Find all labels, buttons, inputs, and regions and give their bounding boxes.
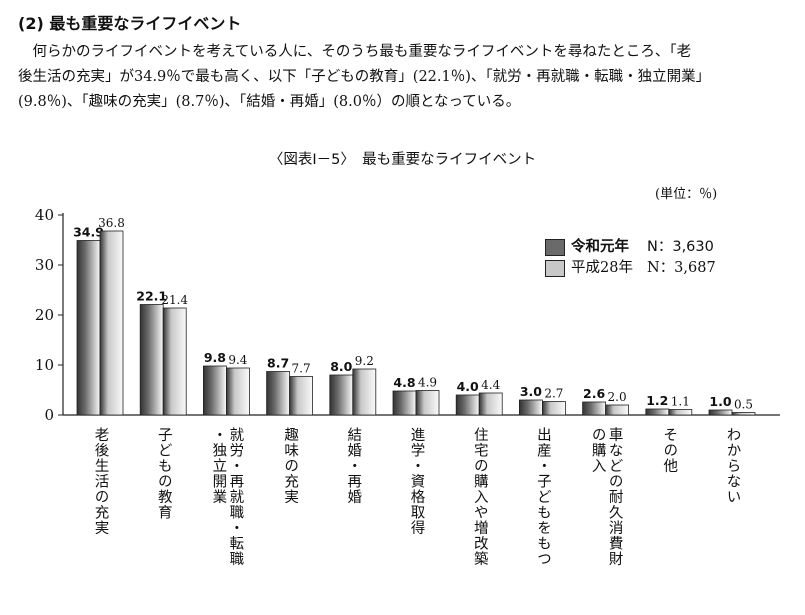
legend-n-series-1: N：3,630 [647, 239, 714, 255]
bar-series-1 [76, 240, 101, 416]
paragraph-line: 後生活の充実」が34.9％で最も高く、以下「子どもの教育」(22.1％)、「就労… [18, 69, 711, 85]
category-label: その他 [660, 427, 677, 474]
data-label-series-2: 2.7 [544, 387, 563, 401]
data-label-series-2: 0.5 [734, 398, 753, 412]
bar-series-2 [162, 307, 187, 416]
bar-series-1 [582, 401, 606, 416]
category-label-line: わからない [724, 427, 741, 505]
data-label-series-1: 22.1 [136, 289, 167, 304]
bar-series-1 [708, 409, 733, 416]
data-label-series-2: 7.7 [292, 362, 311, 376]
bar-series-2 [478, 392, 503, 416]
legend-swatch-series-2 [545, 260, 565, 277]
data-label-series-2: 2.0 [608, 390, 627, 404]
y-tick-label: 20 [35, 306, 54, 324]
category-label: 就労・再就職・転職 ・独立開業 [209, 427, 243, 567]
category-label: 結婚・再婚 [344, 427, 361, 505]
category-label-line: 進学・資格取得 [408, 427, 425, 536]
y-tick-label: 30 [35, 256, 54, 274]
bar-series-2 [415, 390, 440, 416]
legend-label-series-2: 平成28年 [571, 260, 633, 276]
category-label-line: 住宅の購入や増改築 [471, 427, 488, 567]
category-label-line: その他 [661, 427, 678, 474]
bar-series-2 [605, 404, 629, 416]
data-label-series-1: 34.9 [73, 225, 104, 240]
data-label-series-1: 2.6 [583, 386, 605, 401]
bar-series-2 [668, 409, 693, 416]
bar-series-2 [352, 368, 377, 416]
bar-series-2 [542, 401, 566, 416]
category-label: 進学・資格取得 [408, 427, 425, 536]
data-label-series-2: 21.4 [161, 293, 188, 307]
unit-note: (単位：％) [655, 187, 718, 202]
data-label-series-1: 1.0 [709, 394, 731, 409]
section-paragraph: 何らかのライフイベントを考えている人に、そのうち最も重要なライフイベントを尋ねた… [18, 40, 788, 115]
category-label: 車などの耐久消費財 の購入 [589, 427, 623, 567]
data-label-series-1: 1.2 [646, 393, 668, 408]
data-label-series-2: 4.4 [481, 378, 500, 392]
chart-title: 〈図表Ⅰ－5〉 最も重要なライフイベント [268, 152, 537, 168]
category-label-line: 就労・再就職・転職 [227, 427, 244, 567]
data-label-series-1: 9.8 [204, 350, 226, 365]
category-label-line: 老後生活の充実 [92, 427, 109, 536]
data-label-series-2: 9.2 [355, 354, 374, 368]
bar-series-1 [202, 365, 227, 416]
bar-series-2 [289, 376, 314, 416]
category-label-line: ・独立開業 [210, 427, 227, 505]
legend-n-series-2: N：3,687 [647, 260, 716, 276]
bar-series-2 [225, 367, 250, 416]
bar-series-1 [645, 408, 670, 416]
category-label-line: 出産・子どもをもつ [534, 427, 551, 567]
bar-series-1 [455, 394, 480, 416]
data-label-series-1: 4.8 [393, 375, 415, 390]
bar-series-1 [329, 374, 354, 416]
bar-series-1 [392, 390, 417, 416]
y-tick-label: 40 [35, 206, 54, 224]
data-label-series-2: 36.8 [98, 216, 125, 230]
category-label-line: 結婚・再婚 [345, 427, 362, 505]
category-label: 趣味の充実 [281, 427, 298, 505]
category-label: 住宅の購入や増改築 [471, 427, 488, 567]
category-label: わからない [724, 427, 741, 505]
paragraph-line: (9.8％)、「趣味の充実」(8.7％)、「結婚・再婚」(8.0％）の順となって… [18, 94, 521, 110]
legend-label-series-1: 令和元年 [571, 239, 629, 255]
data-label-series-2: 1.1 [671, 395, 690, 409]
bar-series-2 [731, 412, 756, 416]
bar-series-2 [99, 230, 124, 416]
category-label: 子どもの教育 [155, 427, 172, 520]
bar-series-1 [266, 371, 291, 416]
y-tick-label: 10 [35, 356, 54, 374]
category-label-line: 車などの耐久消費財 [606, 427, 623, 567]
category-label: 出産・子どもをもつ [534, 427, 551, 567]
category-label-line: 趣味の充実 [282, 427, 299, 505]
data-label-series-1: 3.0 [520, 384, 542, 399]
bar-series-1 [139, 304, 164, 416]
data-label-series-1: 8.7 [267, 356, 289, 371]
legend-swatch-series-1 [545, 239, 565, 256]
category-label-line: 子どもの教育 [155, 427, 172, 520]
data-label-series-1: 4.0 [457, 379, 479, 394]
data-label-series-1: 8.0 [330, 359, 352, 374]
data-label-series-2: 4.9 [418, 376, 437, 390]
paragraph-line: 何らかのライフイベントを考えている人に、そのうち最も重要なライフイベントを尋ねた… [18, 44, 692, 60]
category-label: 老後生活の充実 [92, 427, 109, 536]
category-label-line: の購入 [589, 427, 606, 474]
y-tick-label: 0 [44, 406, 54, 424]
section-heading: (2) 最も重要なライフイベント [18, 14, 242, 33]
bar-series-1 [519, 399, 543, 416]
data-label-series-2: 9.4 [228, 353, 247, 367]
